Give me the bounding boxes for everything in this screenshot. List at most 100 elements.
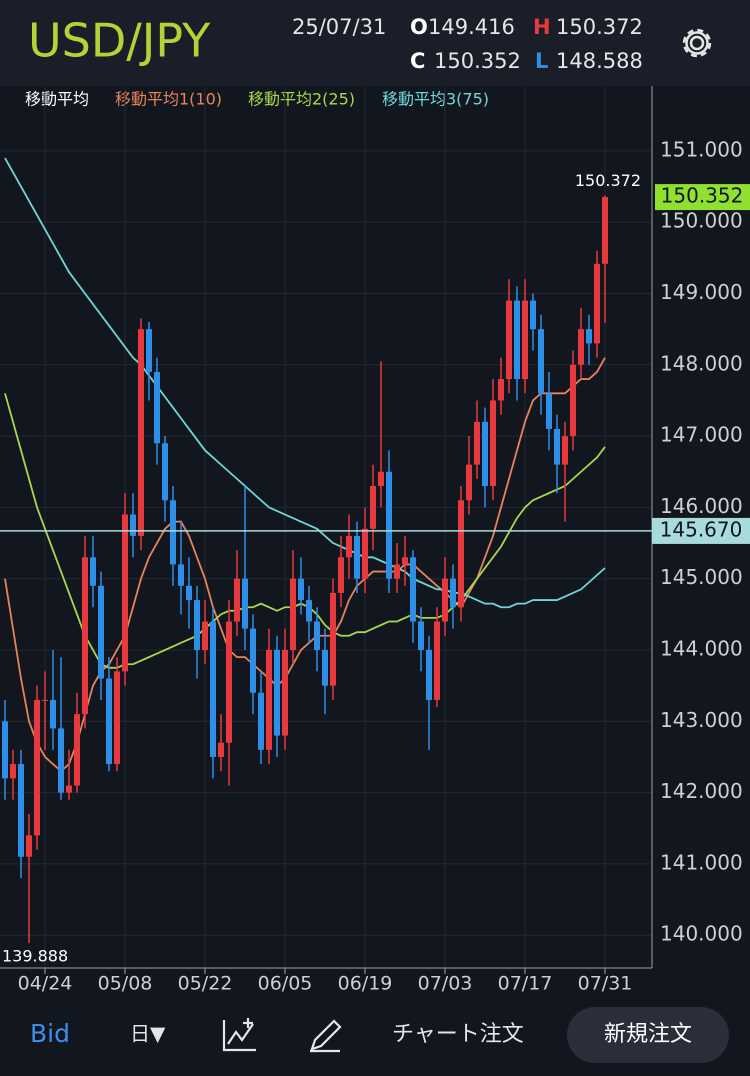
draw-icon[interactable]: [310, 1019, 342, 1053]
candle-body: [58, 728, 64, 793]
y-tick-label: 149.000: [660, 280, 743, 304]
candle-body: [578, 329, 584, 365]
candle-body: [322, 649, 328, 686]
quote-label: H: [533, 15, 551, 39]
candle-body: [282, 649, 288, 736]
y-tick-label: 148.000: [660, 351, 743, 375]
candle-body: [562, 436, 568, 465]
y-tick-label: 143.000: [660, 708, 743, 732]
candle-body: [546, 393, 552, 429]
candle-body: [298, 578, 304, 601]
candle-body: [410, 557, 416, 622]
candle-body: [498, 379, 504, 401]
date: 25/07/31: [292, 15, 386, 39]
new-order-label[interactable]: 新規注文: [604, 1022, 692, 1047]
y-tick-label: 146.000: [660, 494, 743, 518]
y-tick-label: 147.000: [660, 423, 743, 447]
x-tick-label: 05/08: [98, 973, 153, 995]
quote-value: 149.416: [428, 15, 515, 39]
candle-body: [242, 578, 248, 629]
candle-body: [250, 628, 256, 693]
candle-body: [74, 714, 80, 786]
new-order-button[interactable]: [567, 1007, 729, 1063]
candle-body: [442, 578, 448, 622]
candle-body: [18, 764, 24, 857]
candle-body: [378, 471, 384, 487]
candle-body: [138, 329, 144, 536]
candle-body: [162, 443, 168, 501]
symbol: USD/JPY: [28, 14, 211, 68]
chart-order-button[interactable]: チャート注文: [392, 1022, 524, 1047]
candle-body: [474, 421, 480, 465]
x-tick-label: 04/24: [18, 973, 73, 995]
candle-body: [386, 471, 392, 579]
candle-body: [98, 585, 104, 679]
candle-body: [34, 699, 40, 836]
quote-label: O: [410, 15, 428, 39]
candle-body: [170, 500, 176, 565]
legend-title: 移動平均: [25, 90, 89, 109]
price-label: 150.352: [661, 184, 744, 208]
candle-body: [82, 557, 88, 715]
candle-body: [210, 621, 216, 757]
candle-body: [130, 514, 136, 536]
bid-button[interactable]: Bid: [30, 1019, 70, 1048]
candle-body: [330, 592, 336, 686]
candle-body: [602, 197, 608, 264]
candle-body: [338, 557, 344, 593]
candle-body: [178, 564, 184, 586]
legend-entry: 移動平均1(10): [115, 90, 222, 109]
candle-body: [362, 528, 368, 579]
period-button[interactable]: 日▼: [130, 1022, 166, 1046]
x-tick-label: 07/03: [418, 973, 473, 995]
candle-body: [522, 300, 528, 380]
settings-icon[interactable]: [682, 28, 712, 58]
candle-body: [450, 578, 456, 608]
candle-body: [218, 742, 224, 757]
candle-body: [482, 421, 488, 487]
x-tick-label: 06/05: [258, 973, 313, 995]
x-tick-label: 06/19: [338, 973, 393, 995]
low-label: 139.888: [2, 947, 68, 966]
y-tick-label: 151.000: [660, 137, 743, 161]
candle-body: [466, 464, 472, 501]
hline-label-bg: [652, 517, 750, 544]
legend-entry: 移動平均3(75): [382, 90, 489, 109]
y-tick-label: 150.000: [660, 209, 743, 233]
candle-body: [114, 671, 120, 765]
candle-body: [586, 329, 592, 344]
candle-body: [402, 557, 408, 565]
candle-body: [426, 649, 432, 700]
x-tick-label: 07/17: [498, 973, 553, 995]
y-tick-label: 141.000: [660, 850, 743, 874]
candle-body: [146, 329, 152, 372]
candle-body: [234, 578, 240, 622]
y-tick-label: 142.000: [660, 779, 743, 803]
candle-body: [42, 699, 48, 701]
candle-body: [2, 721, 8, 779]
y-tick-label: 145.000: [660, 565, 743, 589]
candle-body: [194, 600, 200, 650]
candle-body: [290, 578, 296, 650]
candle-body: [418, 621, 424, 650]
candle-body: [106, 678, 112, 765]
quote-label: L: [535, 49, 548, 73]
candle-body: [538, 329, 544, 394]
x-tick-label: 05/22: [178, 973, 233, 995]
legend-entry: 移動平均2(25): [248, 90, 355, 109]
candle-body: [50, 699, 56, 729]
candle-body: [66, 785, 72, 793]
candle-body: [90, 557, 96, 586]
candle-body: [490, 400, 496, 487]
quote-value: 148.588: [556, 49, 643, 73]
candle-body: [10, 764, 16, 779]
candle-body: [554, 428, 560, 465]
candle-body: [274, 649, 280, 736]
candle-body: [258, 692, 264, 750]
hline-label: 145.670: [660, 517, 743, 541]
moving-average-line: [4, 357, 606, 773]
moving-average-line: [4, 157, 606, 609]
indicator-icon[interactable]: [222, 1018, 256, 1052]
y-tick-label: 144.000: [660, 636, 743, 660]
